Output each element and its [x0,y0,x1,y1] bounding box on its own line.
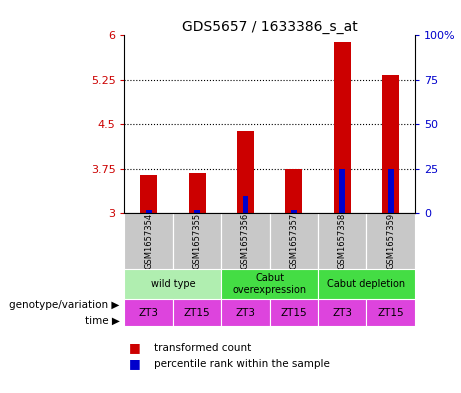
Text: GSM1657358: GSM1657358 [338,213,347,269]
Text: GSM1657356: GSM1657356 [241,213,250,269]
Text: ZT3: ZT3 [236,308,255,318]
Bar [291,210,297,213]
Bar [124,213,173,269]
Bar [173,213,221,269]
Text: ZT3: ZT3 [332,308,352,318]
Bar [124,269,221,299]
Bar [242,195,248,213]
Text: time ▶: time ▶ [85,315,120,325]
Bar [388,169,394,213]
Text: ■: ■ [129,341,145,354]
Text: ZT15: ZT15 [378,308,404,318]
Bar [173,299,221,326]
Text: percentile rank within the sample: percentile rank within the sample [154,358,331,369]
Bar [140,175,157,213]
Text: GSM1657355: GSM1657355 [193,213,201,269]
Bar [270,299,318,326]
Bar [270,213,318,269]
Bar [194,210,200,213]
Bar [221,299,270,326]
Bar [366,213,415,269]
Text: ZT3: ZT3 [139,308,159,318]
Text: GSM1657357: GSM1657357 [290,213,298,269]
Text: ZT15: ZT15 [184,308,210,318]
Title: GDS5657 / 1633386_s_at: GDS5657 / 1633386_s_at [182,20,358,34]
Bar [382,75,399,213]
Bar [285,169,302,213]
Bar [318,299,366,326]
Text: transformed count: transformed count [154,343,252,353]
Bar [237,131,254,213]
Bar [189,173,206,213]
Bar [124,299,173,326]
Bar [334,42,351,213]
Bar [221,269,318,299]
Bar [318,269,415,299]
Bar [366,299,415,326]
Bar [221,213,270,269]
Bar [339,169,345,213]
Text: GSM1657354: GSM1657354 [144,213,153,269]
Bar [318,213,366,269]
Text: ZT15: ZT15 [281,308,307,318]
Bar [146,210,152,213]
Text: Cabut depletion: Cabut depletion [327,279,406,289]
Text: wild type: wild type [151,279,195,289]
Text: GSM1657359: GSM1657359 [386,213,395,269]
Text: ■: ■ [129,357,145,370]
Text: genotype/variation ▶: genotype/variation ▶ [10,299,120,310]
Text: Cabut
overexpression: Cabut overexpression [233,274,307,295]
